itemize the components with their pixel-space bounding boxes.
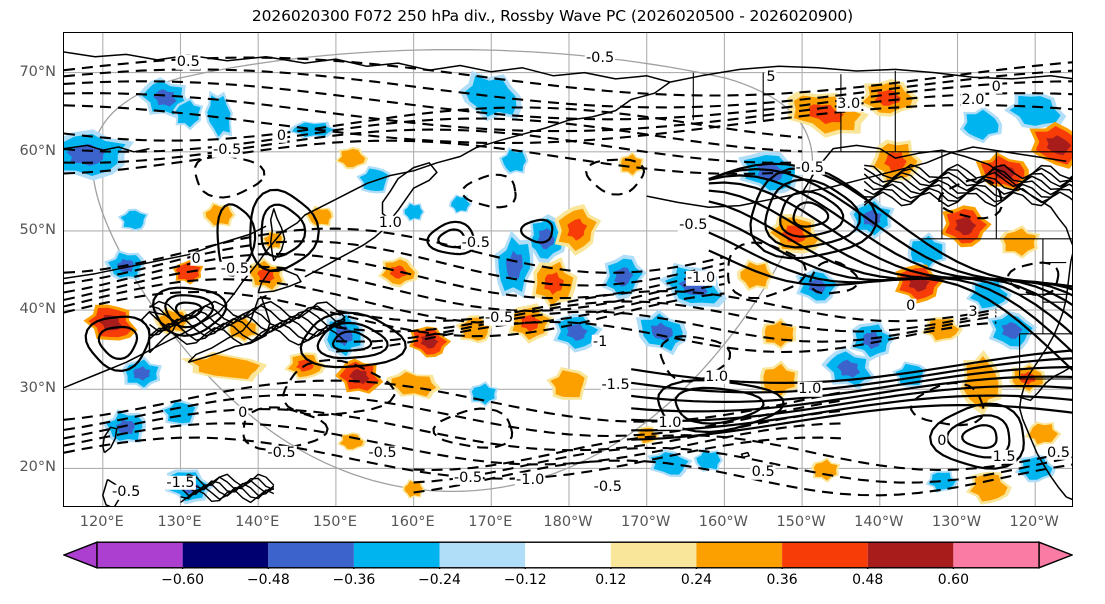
- contour-label: 1.5: [991, 448, 1017, 465]
- longitude-tick-label: 130°E: [157, 514, 202, 530]
- contour-label: 0: [905, 297, 917, 314]
- contour-label: 3: [967, 303, 979, 320]
- page-title: 2026020300 F072 250 hPa div., Rossby Wav…: [251, 7, 854, 25]
- contour-label: -1.5: [600, 377, 631, 394]
- latitude-tick-label: 50°N: [19, 221, 56, 238]
- contour-label: -1.5: [165, 474, 196, 491]
- contour-label: 1.0: [657, 414, 683, 431]
- contour-label: 0: [990, 78, 1002, 95]
- contour-label: 0.5: [1045, 444, 1072, 461]
- colorbar-tick-label: −0.48: [246, 572, 290, 588]
- colorbar-tick-label: 0.60: [937, 572, 969, 588]
- latitude-tick-label: 20°N: [19, 459, 56, 476]
- contour-label: -0.5: [678, 216, 709, 233]
- contour-label: -0.5: [452, 469, 484, 486]
- contour-label: 0: [936, 432, 948, 449]
- colorbar-tick-label: 0.36: [766, 572, 798, 588]
- colorbar-tick-label: 0.24: [680, 572, 713, 588]
- longitude-tick-label: 140°W: [854, 514, 904, 530]
- longitude-tick-label: 160°W: [698, 514, 749, 530]
- latitude-tick-label: 60°N: [19, 142, 56, 159]
- contour-label: -0.5: [584, 50, 616, 67]
- longitude-tick-label: 150°E: [312, 514, 357, 530]
- contour-label: 5: [765, 68, 777, 85]
- colorbar-swatches: [63, 541, 1073, 569]
- contour-label: -0.5: [460, 234, 491, 251]
- contour-label: -0.5: [592, 479, 623, 496]
- contour-label: 0: [190, 250, 202, 267]
- longitude-tick-label: 120°E: [79, 514, 124, 530]
- colorbar-tick-label: −0.60: [161, 572, 205, 588]
- contour-label: -1: [591, 333, 609, 350]
- contour-label: 1.0: [797, 381, 823, 398]
- colorbar[interactable]: [63, 541, 1073, 569]
- colorbar-tick-label: 0.12: [595, 572, 627, 588]
- contour-label: 3.0: [836, 96, 862, 113]
- latitude-tick-label: 70°N: [19, 63, 56, 80]
- colorbar-tick-label: −0.36: [332, 572, 376, 588]
- contour-label: -0.5: [111, 483, 142, 500]
- contour-label: 1.0: [377, 214, 403, 231]
- longitude-tick-label: 130°W: [931, 514, 982, 530]
- longitude-tick-label: 170°W: [621, 514, 671, 530]
- contour-label: -1.0: [515, 472, 546, 489]
- longitude-tick-label: 120°W: [1009, 514, 1059, 530]
- contour-label: 0: [275, 127, 288, 144]
- longitude-tick-label: 170°E: [468, 514, 513, 530]
- contour-label: -0.5: [266, 444, 297, 461]
- map-plot-area[interactable]: 0.5 -0.5 5 3.0 0 2.0 -0.5 0 -0.5 1.0 -0.5 -0.5 0 -0.5…: [63, 32, 1073, 507]
- contour-label: 0.5: [175, 54, 201, 71]
- latitude-tick-label: 30°N: [19, 380, 56, 397]
- contour-label: 1.0: [704, 368, 730, 385]
- contour-label: 2.0: [960, 92, 986, 109]
- latitude-tick-label: 40°N: [19, 301, 56, 318]
- contour-label: -0.5: [219, 260, 251, 277]
- contour-label: -0.5: [212, 141, 243, 158]
- longitude-tick-label: 140°E: [235, 514, 280, 530]
- contour-label: -0.5: [367, 444, 398, 461]
- colorbar-tick-label: −0.24: [418, 572, 461, 588]
- contour-label: -0.5: [483, 309, 515, 326]
- contour-label: 0: [237, 404, 249, 421]
- colorbar-tick-label: −0.12: [503, 572, 547, 588]
- contour-label: -0.5: [794, 159, 825, 176]
- contour-label: -1.0: [685, 270, 717, 287]
- map-canvas: [64, 33, 1072, 506]
- longitude-tick-label: 180°W: [543, 514, 593, 530]
- divergence-contours: [64, 56, 1072, 504]
- contour-label: 0.5: [750, 464, 776, 481]
- longitude-tick-label: 150°W: [776, 514, 826, 530]
- longitude-tick-label: 160°E: [390, 514, 435, 530]
- colorbar-tick-label: 0.48: [852, 572, 884, 588]
- plot-wrapper: 0.5 -0.5 5 3.0 0 2.0 -0.5 0 -0.5 1.0 -0.5 -0.5 0 -0.5…: [19, 32, 1073, 530]
